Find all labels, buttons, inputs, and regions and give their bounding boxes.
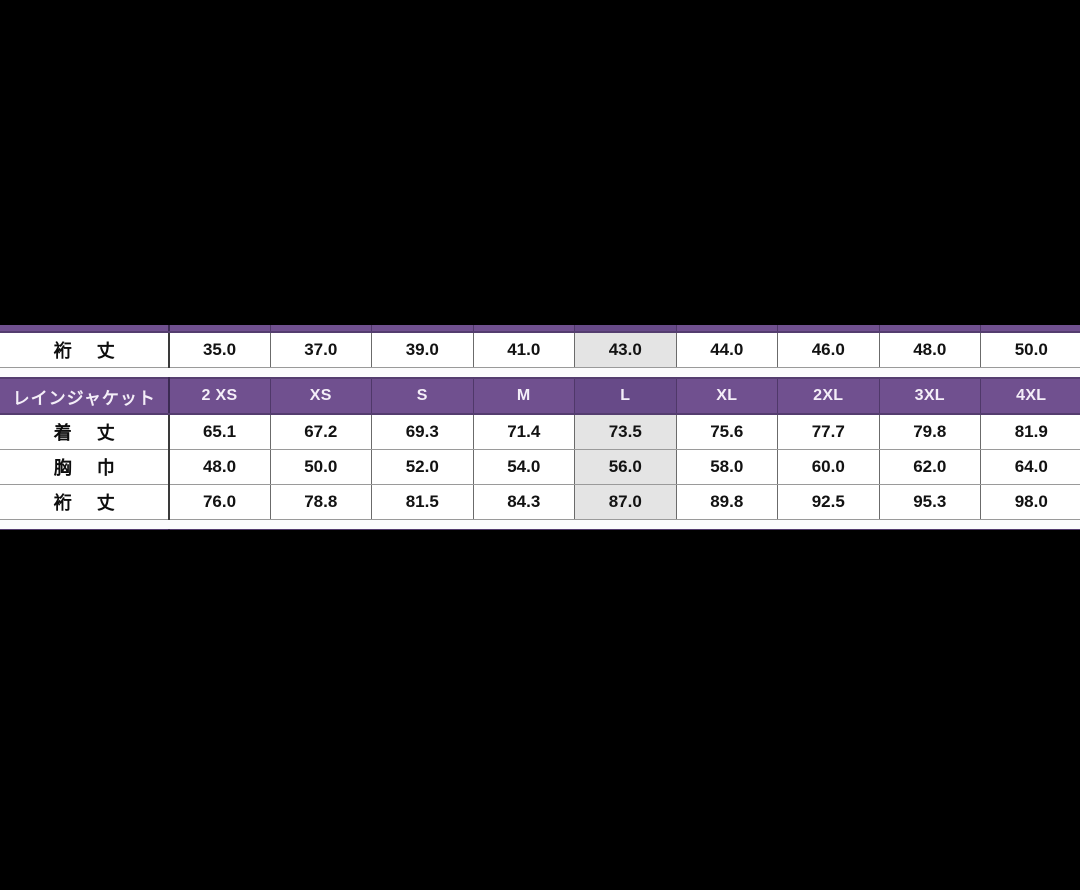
measurement-value: 48.0 xyxy=(168,449,271,485)
table-separator xyxy=(0,368,1080,377)
measurement-label: 裄 丈 xyxy=(0,484,170,520)
measurement-value: 67.2 xyxy=(269,413,372,450)
measurement-value: 48.0 xyxy=(878,331,981,368)
measurement-value: 75.6 xyxy=(675,413,778,450)
size-header-xs: XS xyxy=(269,377,372,415)
size-header-4xl: 4XL xyxy=(980,377,1080,415)
measurement-value: 69.3 xyxy=(371,413,474,450)
measurement-value: 37.0 xyxy=(269,331,372,368)
measurement-row: 裄 丈 35.0 37.0 39.0 41.0 43.0 44.0 46.0 48.0 50.0 xyxy=(0,331,1080,368)
size-header-2xs: 2 XS xyxy=(168,325,271,333)
measurement-value: 65.1 xyxy=(168,413,271,450)
measurement-value: 87.0 xyxy=(574,484,677,520)
size-chart-content: 2 XSXSSMLXL2XL3XL4XL裄 丈35.037.039.041.04… xyxy=(0,325,1080,530)
measurement-value: 92.5 xyxy=(777,484,880,520)
category-label xyxy=(0,325,170,333)
size-header-s: S xyxy=(371,325,474,333)
size-header-xl: XL xyxy=(675,325,778,333)
measurement-value: 84.3 xyxy=(472,484,575,520)
measurement-label: 着 丈 xyxy=(0,413,170,450)
size-header-m: M xyxy=(472,325,575,333)
measurement-row: 裄 丈 76.0 78.8 81.5 84.3 87.0 89.8 92.5 95.3 98.0 xyxy=(0,484,1080,520)
size-header-m: M xyxy=(472,377,575,415)
measurement-value: 46.0 xyxy=(777,331,880,368)
measurement-value: 50.0 xyxy=(269,449,372,485)
size-header-l: L xyxy=(574,377,677,415)
measurement-value: 44.0 xyxy=(675,331,778,368)
measurement-value: 73.5 xyxy=(574,413,677,450)
measurement-value: 52.0 xyxy=(371,449,474,485)
size-table-header-row: レインジャケット 2 XS XS S M L XL 2XL 3XL 4XL xyxy=(0,377,1080,415)
size-header-2xs: 2 XS xyxy=(168,377,271,415)
size-table-clipped-top-table: 2 XSXSSMLXL2XL3XL4XL裄 丈35.037.039.041.04… xyxy=(0,325,1080,368)
size-header-2xl: 2XL xyxy=(777,377,880,415)
image-viewport: 2 XSXSSMLXL2XL3XL4XL裄 丈35.037.039.041.04… xyxy=(0,325,1080,530)
measurement-value: 39.0 xyxy=(371,331,474,368)
measurement-value: 41.0 xyxy=(472,331,575,368)
measurement-value: 43.0 xyxy=(574,331,677,368)
size-header-s: S xyxy=(371,377,474,415)
measurement-value: 50.0 xyxy=(980,331,1080,368)
measurement-value: 81.9 xyxy=(980,413,1080,450)
measurement-value: 60.0 xyxy=(777,449,880,485)
measurement-value: 76.0 xyxy=(168,484,271,520)
measurement-value: 98.0 xyxy=(980,484,1080,520)
measurement-value: 64.0 xyxy=(980,449,1080,485)
size-header-3xl: 3XL xyxy=(878,377,981,415)
table-separator xyxy=(0,520,1080,529)
measurement-value: 79.8 xyxy=(878,413,981,450)
measurement-value: 81.5 xyxy=(371,484,474,520)
measurement-value: 58.0 xyxy=(675,449,778,485)
measurement-value: 78.8 xyxy=(269,484,372,520)
measurement-value: 71.4 xyxy=(472,413,575,450)
measurement-value: 54.0 xyxy=(472,449,575,485)
measurement-value: 95.3 xyxy=(878,484,981,520)
measurement-label: 胸 巾 xyxy=(0,449,170,485)
size-header-3xl: 3XL xyxy=(878,325,981,333)
category-label: レインジャケット xyxy=(0,377,170,415)
size-table-rain-jacket-table: レインジャケット 2 XS XS S M L XL 2XL 3XL 4XL 着 丈 65.1 67.2 6… xyxy=(0,377,1080,520)
measurement-value: 35.0 xyxy=(168,331,271,368)
size-header-2xl: 2XL xyxy=(777,325,880,333)
measurement-value: 62.0 xyxy=(878,449,981,485)
measurement-value: 89.8 xyxy=(675,484,778,520)
size-header-4xl: 4XL xyxy=(980,325,1080,333)
measurement-value: 56.0 xyxy=(574,449,677,485)
size-header-xl: XL xyxy=(675,377,778,415)
size-header-xs: XS xyxy=(269,325,372,333)
size-header-l: L xyxy=(574,325,677,333)
measurement-row: 胸 巾 48.0 50.0 52.0 54.0 56.0 58.0 60.0 62.0 64.0 xyxy=(0,449,1080,485)
measurement-value: 77.7 xyxy=(777,413,880,450)
measurement-row: 着 丈 65.1 67.2 69.3 71.4 73.5 75.6 77.7 79.8 81.9 xyxy=(0,413,1080,450)
measurement-label: 裄 丈 xyxy=(0,331,170,368)
